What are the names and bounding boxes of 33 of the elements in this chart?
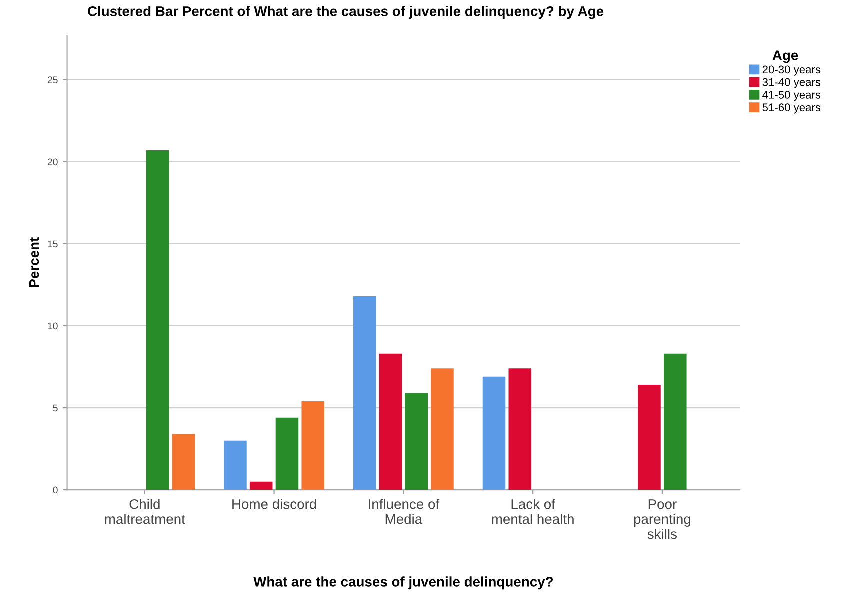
bar [302, 401, 324, 490]
legend-label: 51-60 years [762, 104, 821, 114]
legend-label: 41-50 years [762, 91, 821, 102]
bar [224, 440, 247, 490]
x-tick-label: Influence of Media [369, 499, 440, 524]
bar [276, 418, 299, 490]
legend-label: 20-30 years [762, 66, 821, 76]
bar [172, 434, 196, 490]
bar [405, 393, 428, 490]
x-tick-label: Home discord [232, 499, 316, 510]
y-tick-label: 20 [48, 158, 58, 166]
bar [508, 368, 532, 490]
legend-title: Age [772, 50, 798, 64]
bar [638, 385, 661, 490]
y-tick-label: 15 [48, 240, 58, 248]
chart-title: Clustered Bar Percent of What are the causes of juvenile delinquency? by Age [88, 6, 604, 20]
bar [664, 354, 687, 490]
y-tick-label: 5 [53, 404, 58, 412]
bar [379, 354, 402, 490]
x-tick-label: Lack of mental health [492, 499, 574, 524]
x-tick-label: Child maltreatment [105, 499, 186, 524]
bar [482, 376, 506, 490]
bar [250, 482, 273, 490]
y-axis-title: Percent [29, 238, 40, 288]
y-tick-label: 25 [48, 76, 58, 84]
legend-label: 31-40 years [762, 78, 821, 88]
x-axis-title: What are the causes of juvenile delinquency? [254, 576, 554, 590]
bar [431, 368, 454, 490]
y-tick-label: 0 [53, 486, 58, 494]
bar [353, 296, 376, 490]
bar [146, 150, 170, 490]
x-tick-label: Poor parenting skills [634, 500, 691, 540]
y-tick-label: 10 [48, 322, 58, 330]
